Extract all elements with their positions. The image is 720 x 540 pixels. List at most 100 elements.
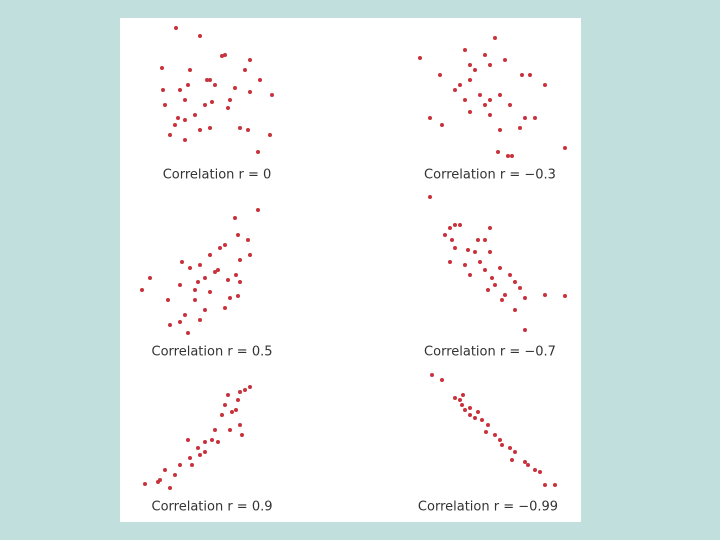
point <box>198 318 202 322</box>
point <box>553 483 557 487</box>
point <box>203 308 207 312</box>
point <box>234 408 238 412</box>
point <box>430 373 434 377</box>
point <box>458 223 462 227</box>
point <box>498 93 502 97</box>
chart-title: Correlation r = −0.3 <box>424 168 556 183</box>
point <box>518 286 522 290</box>
point <box>198 128 202 132</box>
point <box>174 26 178 30</box>
point <box>500 298 504 302</box>
point <box>526 463 530 467</box>
point <box>238 280 242 284</box>
point <box>473 68 477 72</box>
point <box>563 294 567 298</box>
point <box>226 278 230 282</box>
point <box>488 113 492 117</box>
point <box>183 118 187 122</box>
point <box>173 123 177 127</box>
point <box>440 123 444 127</box>
point <box>156 480 160 484</box>
point <box>500 443 504 447</box>
point <box>476 238 480 242</box>
point <box>198 453 202 457</box>
point <box>203 276 207 280</box>
chart-title: Correlation r = 0 <box>163 168 272 183</box>
point <box>438 73 442 77</box>
point <box>503 293 507 297</box>
point <box>468 413 472 417</box>
point <box>208 126 212 130</box>
point <box>493 36 497 40</box>
point <box>520 73 524 77</box>
point <box>453 246 457 250</box>
point <box>238 126 242 130</box>
chart-title: Correlation r = 0.5 <box>152 345 273 360</box>
point <box>240 433 244 437</box>
point <box>463 98 467 102</box>
point <box>246 238 250 242</box>
point <box>186 83 190 87</box>
point <box>533 116 537 120</box>
point <box>256 150 260 154</box>
point <box>513 450 517 454</box>
point <box>480 418 484 422</box>
point <box>173 473 177 477</box>
point <box>468 110 472 114</box>
point <box>450 238 454 242</box>
point <box>453 396 457 400</box>
point <box>208 78 212 82</box>
point <box>258 78 262 82</box>
point <box>213 83 217 87</box>
point <box>198 34 202 38</box>
point <box>488 250 492 254</box>
point <box>460 403 464 407</box>
point <box>498 266 502 270</box>
panel <box>120 18 581 522</box>
point <box>418 56 422 60</box>
point <box>268 133 272 137</box>
point <box>453 223 457 227</box>
point <box>183 313 187 317</box>
point <box>188 266 192 270</box>
point <box>486 423 490 427</box>
point <box>210 100 214 104</box>
point <box>178 463 182 467</box>
point <box>226 106 230 110</box>
point <box>543 483 547 487</box>
point <box>458 83 462 87</box>
point <box>498 438 502 442</box>
point <box>270 93 274 97</box>
point <box>226 393 230 397</box>
point <box>453 88 457 92</box>
point <box>463 408 467 412</box>
point <box>188 456 192 460</box>
point <box>463 48 467 52</box>
point <box>161 88 165 92</box>
point <box>143 482 147 486</box>
point <box>443 233 447 237</box>
point <box>248 90 252 94</box>
point <box>168 486 172 490</box>
point <box>461 393 465 397</box>
point <box>490 276 494 280</box>
point <box>210 438 214 442</box>
point <box>178 88 182 92</box>
point <box>148 276 152 280</box>
point <box>476 410 480 414</box>
point <box>468 406 472 410</box>
point <box>198 263 202 267</box>
point <box>528 73 532 77</box>
point <box>478 93 482 97</box>
point <box>186 438 190 442</box>
point <box>473 250 477 254</box>
point <box>256 208 260 212</box>
point <box>563 146 567 150</box>
point <box>483 53 487 57</box>
point <box>448 260 452 264</box>
point <box>440 378 444 382</box>
point <box>208 290 212 294</box>
point <box>163 103 167 107</box>
point <box>508 273 512 277</box>
